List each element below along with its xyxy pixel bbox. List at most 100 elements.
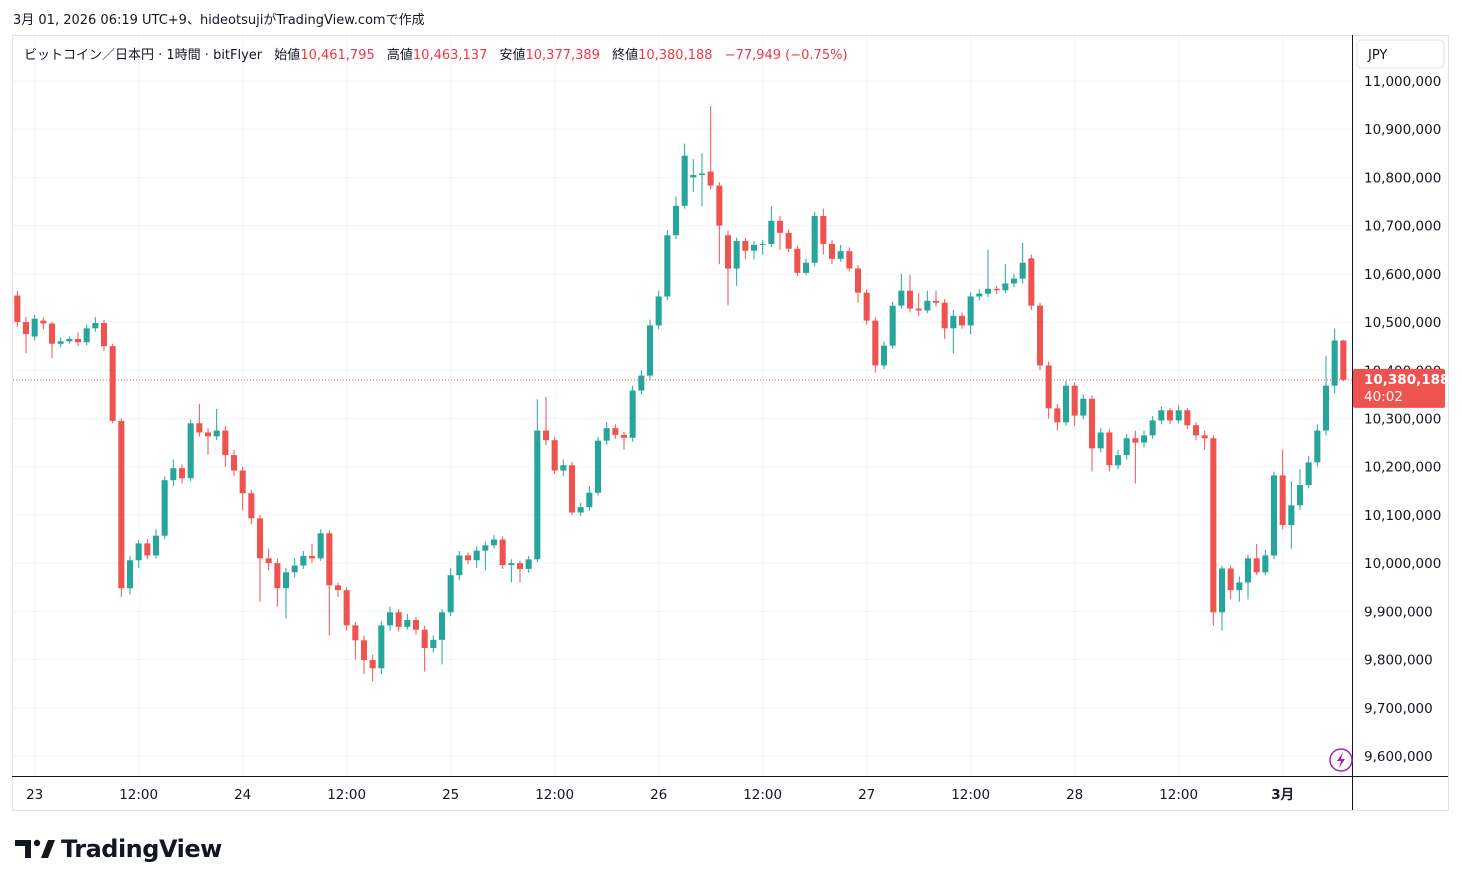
candle-body [846, 251, 853, 269]
logo-mark [15, 840, 31, 858]
candle-body [395, 612, 402, 627]
candle-body [421, 629, 428, 649]
candle-body [187, 423, 194, 479]
candle-body [14, 295, 21, 323]
candle-body [473, 550, 480, 561]
currency: JPY [1367, 48, 1387, 63]
y-tick-label: 10,000,000 [1364, 556, 1441, 572]
candle-body [57, 341, 64, 344]
candle-body [48, 323, 56, 344]
candle-body [742, 241, 749, 251]
last-price-label: 10,380,188 [1364, 372, 1449, 388]
candle-body [1175, 410, 1182, 421]
candle-body [612, 428, 619, 435]
y-tick-label: 9,900,000 [1364, 604, 1433, 620]
candle-body [958, 315, 966, 326]
candle-body [1314, 430, 1321, 463]
brand-logo: TradingView [15, 835, 223, 863]
candle-body [1002, 283, 1009, 291]
candle-body [638, 375, 645, 391]
candle-body [118, 420, 125, 589]
y-tick-label: 9,600,000 [1364, 749, 1433, 765]
candle-body [629, 390, 636, 438]
candle-body [551, 440, 558, 471]
x-tick-label: 25 [442, 787, 459, 803]
candle-body [837, 251, 844, 259]
candle-body [672, 205, 680, 236]
candle-body [464, 555, 472, 561]
legend-symbol: ビットコイン／日本円 · 1時間 · bitFlyer [24, 48, 263, 63]
x-tick-label: 12:00 [327, 787, 366, 803]
candle-body [776, 220, 784, 233]
candle-body [404, 620, 411, 627]
candle-body [40, 320, 47, 324]
candle-body [768, 220, 775, 244]
currency-box[interactable] [1356, 39, 1445, 69]
candle-body [239, 470, 246, 494]
candle-body [1140, 435, 1148, 443]
candle-body [1062, 385, 1070, 423]
candle-body [1132, 438, 1139, 443]
candle-body [1253, 558, 1260, 573]
candle-body [586, 492, 593, 508]
legend-close-label: 終値 [612, 47, 638, 63]
x-tick-label: 12:00 [119, 787, 158, 803]
candle-body [334, 585, 342, 591]
legend-change: −77,949 (−0.75%) [725, 48, 848, 63]
candle-body [863, 292, 870, 321]
candle-body [889, 305, 896, 346]
candle-body [66, 338, 73, 342]
candle-body [1262, 555, 1269, 573]
candle-body [603, 428, 610, 441]
candle-body [22, 322, 30, 335]
candle-body [447, 575, 454, 613]
candle-body [906, 290, 914, 309]
candle-body [950, 315, 957, 329]
candle-body [594, 440, 602, 493]
candle-body [655, 296, 662, 326]
candle-body [750, 244, 758, 251]
candle-body [932, 300, 940, 303]
candle-body [1088, 398, 1096, 449]
y-tick-label: 10,500,000 [1364, 315, 1441, 331]
candle-body [915, 308, 922, 311]
frame [12, 35, 1449, 811]
candle-body [1244, 558, 1252, 583]
legend-low-label: 安値 [499, 47, 525, 63]
candle-body [854, 268, 862, 293]
candle-body [126, 560, 134, 589]
candle-body [820, 215, 827, 244]
candle-body [1184, 410, 1191, 426]
candle-body [291, 565, 298, 573]
y-tick-label: 10,900,000 [1364, 122, 1441, 138]
brand: TradingView [61, 835, 222, 863]
candle-body [135, 543, 142, 561]
candle-body [222, 430, 229, 456]
candle-body [733, 241, 740, 269]
candle-body [308, 555, 316, 559]
candle-body [274, 563, 281, 589]
candle-body [620, 434, 628, 438]
candle-body [100, 323, 108, 347]
candle-body [92, 323, 99, 329]
candle-body [482, 545, 489, 551]
candle-body [508, 563, 515, 566]
candle-body [1288, 505, 1295, 526]
candle-body [802, 262, 810, 273]
countdown: 40:02 [1364, 389, 1403, 405]
y-tick-label: 10,600,000 [1364, 267, 1441, 283]
candle-body [568, 465, 576, 513]
lightning-icon[interactable] [1329, 748, 1353, 772]
candle-body [256, 518, 264, 559]
candle-body [1218, 568, 1226, 613]
candle-body [534, 430, 541, 560]
candle-body [976, 293, 983, 297]
logo-slash [41, 840, 55, 858]
candle-body [681, 155, 688, 206]
candle-body [1106, 432, 1113, 466]
candle-body [378, 625, 385, 669]
candle-body [525, 559, 532, 569]
candle-body [204, 432, 212, 437]
legend-open: 10,461,795 [300, 48, 374, 63]
